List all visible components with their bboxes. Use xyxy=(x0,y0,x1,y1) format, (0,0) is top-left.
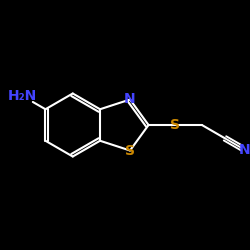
Text: N: N xyxy=(239,143,250,157)
Text: H₂N: H₂N xyxy=(8,89,37,103)
Text: S: S xyxy=(125,144,135,158)
Text: N: N xyxy=(124,92,136,106)
Text: S: S xyxy=(170,118,180,132)
